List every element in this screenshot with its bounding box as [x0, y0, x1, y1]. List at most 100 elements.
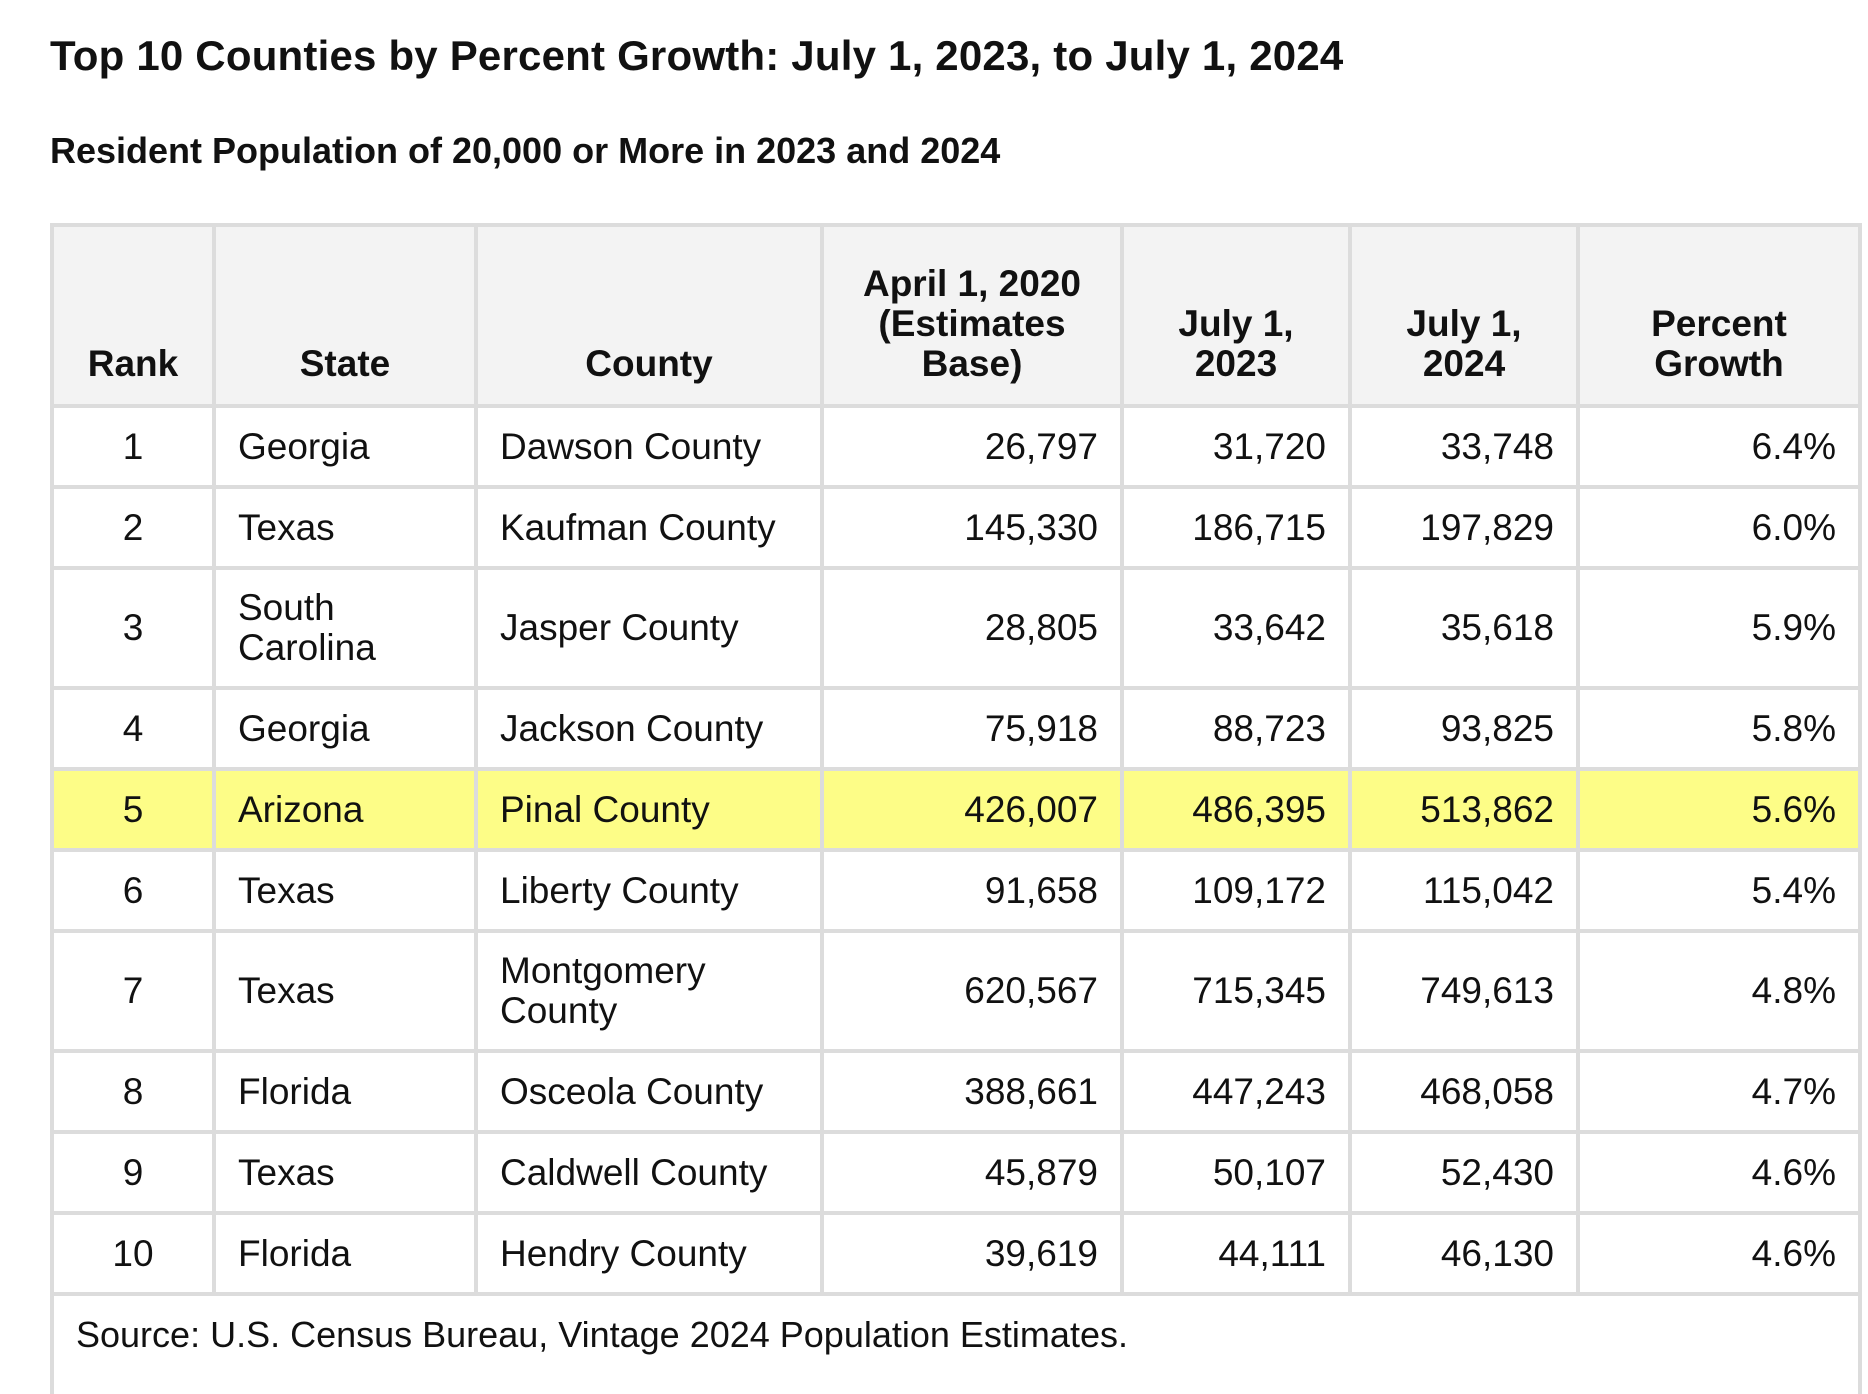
cell-july-2024: 749,613 [1348, 929, 1580, 1053]
header-percent-growth: Percent Growth [1576, 223, 1862, 408]
header-rank: Rank [50, 223, 216, 408]
cell-county: Kaufman County [474, 485, 824, 570]
cell-state: Arizona [212, 767, 478, 852]
cell-rank: 6 [50, 848, 216, 933]
cell-county: Caldwell County [474, 1130, 824, 1215]
header-july-2023-line1: July 1, [1178, 303, 1294, 344]
cell-percent-growth: 6.4% [1576, 404, 1862, 489]
cell-july-2024: 52,430 [1348, 1130, 1580, 1215]
header-percent-growth-line2: Growth [1654, 343, 1784, 384]
header-state: State [212, 223, 478, 408]
cell-july-2023: 109,172 [1120, 848, 1352, 933]
cell-july-2023: 447,243 [1120, 1049, 1352, 1134]
cell-state: Georgia [212, 404, 478, 489]
table-row: 1 Georgia Dawson County 26,797 31,720 33… [50, 404, 1862, 489]
cell-rank: 3 [50, 566, 216, 690]
cell-rank: 2 [50, 485, 216, 570]
cell-county: Jasper County [474, 566, 824, 690]
header-july-2024: July 1, 2024 [1348, 223, 1580, 408]
cell-county: Montgomery County [474, 929, 824, 1053]
table-header-row: Rank State County April 1, 2020 (Estimat… [50, 223, 1862, 408]
growth-table: Rank State County April 1, 2020 (Estimat… [50, 223, 1862, 1394]
cell-percent-growth: 5.4% [1576, 848, 1862, 933]
cell-rank: 4 [50, 686, 216, 771]
cell-state: Florida [212, 1211, 478, 1296]
cell-july-2024: 115,042 [1348, 848, 1580, 933]
cell-july-2024: 468,058 [1348, 1049, 1580, 1134]
header-july-2023: July 1, 2023 [1120, 223, 1352, 408]
cell-county: Hendry County [474, 1211, 824, 1296]
table-row: 9 Texas Caldwell County 45,879 50,107 52… [50, 1130, 1862, 1215]
cell-state: Georgia [212, 686, 478, 771]
table-row: 8 Florida Osceola County 388,661 447,243… [50, 1049, 1862, 1134]
cell-rank: 9 [50, 1130, 216, 1215]
table-row: 7 Texas Montgomery County 620,567 715,34… [50, 929, 1862, 1053]
header-july-2024-line1: July 1, [1406, 303, 1522, 344]
source-note: Source: U.S. Census Bureau, Vintage 2024… [50, 1292, 1862, 1394]
table-footer-row: Source: U.S. Census Bureau, Vintage 2024… [50, 1292, 1862, 1394]
cell-percent-growth: 6.0% [1576, 485, 1862, 570]
cell-percent-growth: 5.9% [1576, 566, 1862, 690]
header-percent-growth-line1: Percent [1651, 303, 1787, 344]
header-july-2024-line2: 2024 [1422, 343, 1506, 384]
cell-july-2023: 88,723 [1120, 686, 1352, 771]
cell-county-line1: Montgomery [500, 950, 706, 991]
table-row: 6 Texas Liberty County 91,658 109,172 11… [50, 848, 1862, 933]
cell-estimates-base: 26,797 [820, 404, 1124, 489]
cell-estimates-base: 45,879 [820, 1130, 1124, 1215]
cell-state-line2: Carolina [238, 627, 376, 668]
cell-july-2023: 50,107 [1120, 1130, 1352, 1215]
cell-state: Texas [212, 485, 478, 570]
cell-percent-growth: 5.8% [1576, 686, 1862, 771]
table-row: 10 Florida Hendry County 39,619 44,111 4… [50, 1211, 1862, 1296]
cell-county: Osceola County [474, 1049, 824, 1134]
cell-july-2023: 44,111 [1120, 1211, 1352, 1296]
header-estimates-base-line1: April 1, 2020 [862, 263, 1081, 304]
cell-state: Florida [212, 1049, 478, 1134]
table-row-highlighted: 5 Arizona Pinal County 426,007 486,395 5… [50, 767, 1862, 852]
cell-estimates-base: 145,330 [820, 485, 1124, 570]
cell-county-line2: County [500, 990, 618, 1031]
cell-county: Pinal County [474, 767, 824, 852]
page-title: Top 10 Counties by Percent Growth: July … [50, 32, 1344, 79]
cell-july-2023: 33,642 [1120, 566, 1352, 690]
header-estimates-base-line2: (Estimates [878, 303, 1066, 344]
cell-july-2024: 46,130 [1348, 1211, 1580, 1296]
header-estimates-base: April 1, 2020 (Estimates Base) [820, 223, 1124, 408]
cell-county: Dawson County [474, 404, 824, 489]
cell-estimates-base: 388,661 [820, 1049, 1124, 1134]
header-july-2023-line2: 2023 [1194, 343, 1278, 384]
cell-july-2023: 486,395 [1120, 767, 1352, 852]
cell-estimates-base: 426,007 [820, 767, 1124, 852]
cell-july-2024: 33,748 [1348, 404, 1580, 489]
cell-percent-growth: 5.6% [1576, 767, 1862, 852]
cell-estimates-base: 620,567 [820, 929, 1124, 1053]
cell-rank: 7 [50, 929, 216, 1053]
cell-percent-growth: 4.7% [1576, 1049, 1862, 1134]
table-row: 3 South Carolina Jasper County 28,805 33… [50, 566, 1862, 690]
cell-estimates-base: 75,918 [820, 686, 1124, 771]
cell-july-2023: 715,345 [1120, 929, 1352, 1053]
cell-rank: 10 [50, 1211, 216, 1296]
cell-estimates-base: 28,805 [820, 566, 1124, 690]
cell-state-line1: South [238, 587, 335, 628]
header-county: County [474, 223, 824, 408]
cell-rank: 5 [50, 767, 216, 852]
page-subtitle: Resident Population of 20,000 or More in… [50, 130, 1001, 171]
cell-county: Liberty County [474, 848, 824, 933]
cell-state: South Carolina [212, 566, 478, 690]
cell-state: Texas [212, 848, 478, 933]
header-estimates-base-line3: Base) [921, 343, 1023, 384]
table-container: Rank State County April 1, 2020 (Estimat… [50, 223, 1868, 1394]
table-row: 2 Texas Kaufman County 145,330 186,715 1… [50, 485, 1862, 570]
cell-rank: 8 [50, 1049, 216, 1134]
cell-july-2023: 31,720 [1120, 404, 1352, 489]
cell-state: Texas [212, 1130, 478, 1215]
cell-july-2024: 93,825 [1348, 686, 1580, 771]
table-row: 4 Georgia Jackson County 75,918 88,723 9… [50, 686, 1862, 771]
cell-county: Jackson County [474, 686, 824, 771]
cell-july-2024: 197,829 [1348, 485, 1580, 570]
cell-estimates-base: 39,619 [820, 1211, 1124, 1296]
cell-percent-growth: 4.8% [1576, 929, 1862, 1053]
cell-estimates-base: 91,658 [820, 848, 1124, 933]
